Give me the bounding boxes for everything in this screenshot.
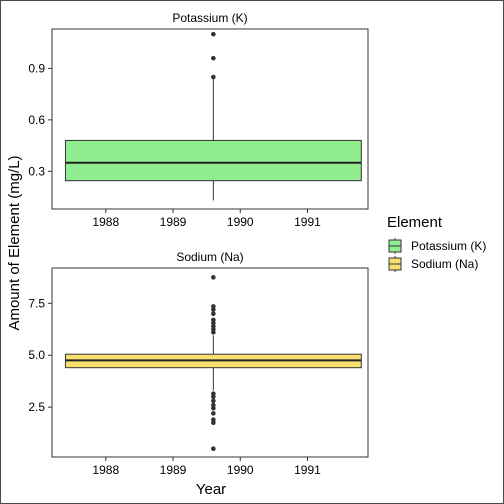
y-axis-title: Amount of Element (mg/L) — [6, 155, 23, 330]
panel-1-outlier — [211, 74, 216, 80]
panel-1-outlier — [211, 31, 216, 37]
panel-2-x-tick-label: 1989 — [160, 463, 187, 477]
legend-item-potassium: Potassium (K) — [388, 238, 486, 254]
panel-2-outlier — [211, 311, 216, 316]
panel-2-outlier — [211, 391, 216, 396]
panel-2-x-tick-label: 1991 — [294, 463, 321, 477]
panel-1-x-tick-label: 1990 — [227, 215, 254, 229]
panel-2-outlier — [211, 304, 216, 309]
panel-1-x-tick-label: 1989 — [160, 215, 187, 229]
panel-2-outlier — [211, 275, 216, 280]
panel-2-y-tick-label: 2.5 — [28, 400, 45, 414]
panel-1-x-tick-label: 1991 — [294, 215, 321, 229]
panel-1-y-tick-label: 0.3 — [28, 164, 45, 178]
panel-1-x-tick-label: 1988 — [92, 215, 119, 229]
panel-1-title: Potassium (K) — [172, 11, 247, 25]
panel-2-content: 2.5 5.0 7.5 1988 1989 1990 1991 — [28, 275, 362, 477]
panel-1-y-tick-label: 0.6 — [28, 113, 45, 127]
panel-2-border — [51, 267, 369, 458]
panel-2-y-tick-label: 5.0 — [28, 348, 45, 362]
panel-1-y-tick-label: 0.9 — [28, 61, 45, 75]
panel-2-outlier — [211, 411, 216, 416]
panel-1-box — [64, 139, 362, 182]
panel-2-y-tick-label: 7.5 — [28, 296, 45, 310]
panel-2-outlier — [211, 417, 216, 422]
panel-1-outlier — [211, 55, 216, 61]
panel-2-outlier — [211, 402, 216, 408]
x-axis-title: Year — [196, 481, 226, 498]
panel-1-content: 0.3 0.6 0.9 1988 1989 1990 1991 — [28, 31, 362, 229]
panel-2-x-tick-label: 1990 — [227, 463, 254, 477]
panel-2-title: Sodium (Na) — [176, 250, 243, 264]
legend-item-sodium: Sodium (Na) — [388, 256, 478, 272]
legend-label-sodium: Sodium (Na) — [411, 257, 478, 271]
panel-2-outlier — [211, 398, 216, 404]
panel-2-outlier — [211, 446, 216, 451]
panel-2-outlier — [211, 317, 216, 323]
legend-label-potassium: Potassium (K) — [411, 239, 486, 253]
legend-title: Element — [387, 214, 443, 231]
panel-1-border — [51, 28, 369, 210]
panel-2-x-tick-label: 1988 — [92, 463, 119, 477]
